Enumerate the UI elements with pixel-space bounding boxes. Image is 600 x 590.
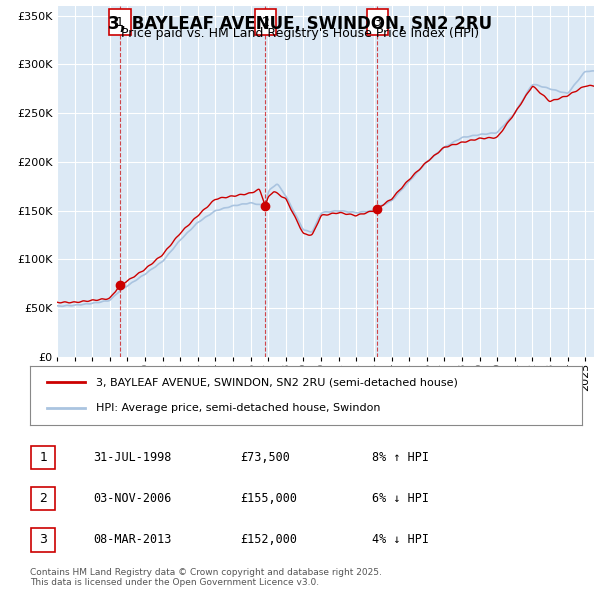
FancyBboxPatch shape <box>109 9 131 35</box>
Text: 3, BAYLEAF AVENUE, SWINDON, SN2 2RU (semi-detached house): 3, BAYLEAF AVENUE, SWINDON, SN2 2RU (sem… <box>96 378 458 387</box>
Text: £155,000: £155,000 <box>240 492 297 505</box>
Text: 4% ↓ HPI: 4% ↓ HPI <box>372 533 429 546</box>
FancyBboxPatch shape <box>255 9 276 35</box>
Text: 3: 3 <box>373 15 381 29</box>
Text: Price paid vs. HM Land Registry's House Price Index (HPI): Price paid vs. HM Land Registry's House … <box>121 27 479 40</box>
Text: 3, BAYLEAF AVENUE, SWINDON, SN2 2RU: 3, BAYLEAF AVENUE, SWINDON, SN2 2RU <box>108 15 492 33</box>
Text: HPI: Average price, semi-detached house, Swindon: HPI: Average price, semi-detached house,… <box>96 404 381 413</box>
Text: 1: 1 <box>116 15 124 29</box>
Text: £152,000: £152,000 <box>240 533 297 546</box>
Text: 08-MAR-2013: 08-MAR-2013 <box>93 533 172 546</box>
FancyBboxPatch shape <box>367 9 388 35</box>
Text: 6% ↓ HPI: 6% ↓ HPI <box>372 492 429 505</box>
Text: 2: 2 <box>262 15 269 29</box>
FancyBboxPatch shape <box>31 528 55 552</box>
Text: 31-JUL-1998: 31-JUL-1998 <box>93 451 172 464</box>
Text: 8% ↑ HPI: 8% ↑ HPI <box>372 451 429 464</box>
FancyBboxPatch shape <box>31 487 55 510</box>
Text: 1: 1 <box>39 451 47 464</box>
Text: 03-NOV-2006: 03-NOV-2006 <box>93 492 172 505</box>
Text: Contains HM Land Registry data © Crown copyright and database right 2025.
This d: Contains HM Land Registry data © Crown c… <box>30 568 382 587</box>
Text: 2: 2 <box>39 492 47 505</box>
Text: £73,500: £73,500 <box>240 451 290 464</box>
Text: 3: 3 <box>39 533 47 546</box>
FancyBboxPatch shape <box>31 445 55 469</box>
